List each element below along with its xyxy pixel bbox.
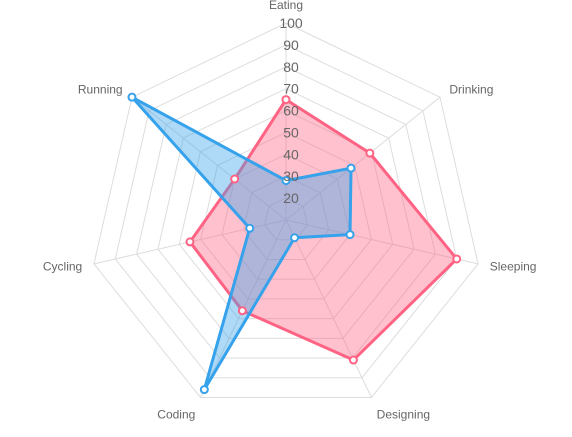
series-2-point-drinking[interactable]: [346, 163, 356, 173]
series-2-area: [130, 95, 353, 391]
grid-ring: [221, 153, 351, 280]
axis-label-sleeping: Sleeping: [490, 260, 537, 274]
grid-ring: [178, 110, 394, 320]
series-2-point-coding[interactable]: [199, 385, 209, 395]
tick-label: 60: [283, 103, 299, 119]
grid-ring: [114, 44, 458, 379]
tick-layer: 20 30 40 50 60 70 80 90 100: [279, 15, 303, 206]
label-layer: Eating Drinking Sleeping Designing Coding Cyc…: [43, 0, 537, 421]
series-1-point-coding[interactable]: [237, 306, 247, 316]
series-2-point-cycling[interactable]: [245, 223, 255, 233]
axis-label-designing: Designing: [377, 407, 430, 421]
grid-ring: [93, 22, 479, 398]
tick-label: 70: [283, 81, 299, 97]
series-1-point-designing[interactable]: [348, 355, 358, 365]
grid-spoke: [285, 96, 441, 221]
axis-label-running: Running: [78, 83, 123, 97]
series-2-point-running[interactable]: [127, 92, 137, 102]
axis-label-drinking: Drinking: [449, 83, 493, 97]
series-1-point-drinking[interactable]: [365, 148, 375, 158]
series-1-point-running[interactable]: [230, 174, 240, 184]
series-1-point-cycling[interactable]: [185, 237, 195, 247]
tick-label: 100: [279, 15, 303, 31]
series-2-point-eating[interactable]: [281, 176, 291, 186]
tick-label: 20: [283, 190, 299, 206]
grid-ring: [242, 175, 330, 260]
tick-label: 30: [283, 168, 299, 184]
grid-ring: [200, 131, 372, 300]
axis-label-coding: Coding: [157, 407, 195, 421]
grid-spoke: [131, 96, 287, 221]
series-1-point-eating[interactable]: [281, 95, 291, 105]
tick-label: 90: [283, 37, 299, 53]
grid-spoke: [285, 219, 479, 265]
grid-ring: [136, 66, 436, 359]
series-2-point-designing[interactable]: [290, 233, 300, 243]
tick-label: 40: [283, 146, 299, 162]
tick-label: 50: [283, 124, 299, 140]
grid-ring: [264, 197, 308, 241]
grid-ring: [157, 88, 415, 339]
series-2-point-sleeping[interactable]: [345, 230, 355, 240]
series-1-point-sleeping[interactable]: [452, 254, 462, 264]
axis-label-eating: Eating: [269, 0, 303, 12]
series-layer: [127, 92, 462, 395]
axis-label-cycling: Cycling: [43, 260, 82, 274]
tick-label: 80: [283, 59, 299, 75]
grid-spoke: [285, 219, 372, 398]
